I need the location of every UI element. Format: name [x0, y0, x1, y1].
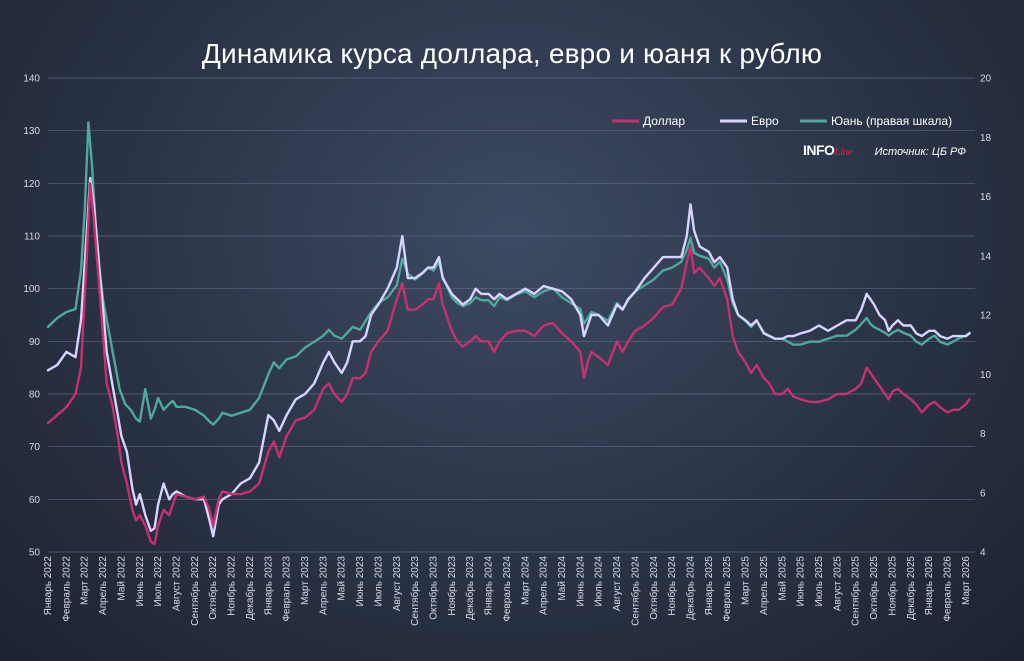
infoline-logo: INFOLine [803, 142, 853, 158]
x-tick-label: Май 2023 [337, 556, 348, 601]
y-right-tick-label: 16 [980, 192, 992, 203]
x-tick-label: Март 2023 [300, 556, 311, 605]
x-tick-label: Март 2026 [961, 556, 972, 605]
x-tick-label: Июнь 2025 [796, 556, 807, 607]
logo-script: Line [834, 146, 853, 158]
y-right-tick-label: 4 [980, 548, 986, 559]
source-note: Источник: ЦБ РФ [874, 146, 966, 158]
y-axis-right: 4 6 8 10 12 14 16 18 20 [980, 74, 992, 559]
x-tick-label: Апрель 2022 [98, 556, 109, 615]
logo-main: INFO [803, 142, 835, 158]
x-tick-label: Сентябрь 2024 [629, 556, 641, 626]
x-tick-label: Октябрь 2025 [868, 556, 880, 620]
x-axis: Январь 2022 Февраль 2022 Март 2022 Апрель 2… [43, 556, 972, 626]
x-tick-label: Апрель 2025 [759, 556, 770, 615]
y-left-tick-label: 140 [23, 74, 40, 85]
x-tick-label: Март 2025 [741, 556, 752, 605]
y-left-tick-label: 120 [23, 179, 40, 190]
y-right-tick-label: 8 [980, 429, 986, 440]
x-tick-label: Февраль 2025 [722, 556, 733, 622]
x-tick-label: Декабрь 2024 [684, 556, 696, 620]
x-tick-label: Апрель 2023 [318, 556, 329, 615]
x-tick-label: Сентябрь 2023 [409, 556, 421, 626]
y-left-tick-label: 130 [23, 126, 40, 137]
legend-label: Евро [751, 114, 779, 128]
x-tick-label: Май 2025 [777, 556, 788, 601]
y-right-tick-label: 14 [980, 251, 992, 262]
y-left-tick-label: 50 [29, 548, 41, 559]
x-tick-label: Сентябрь 2025 [850, 556, 862, 626]
x-tick-label: Сентябрь 2022 [189, 556, 201, 626]
x-tick-label: Май 2022 [116, 556, 127, 601]
x-tick-label: Ноябрь 2022 [226, 556, 238, 616]
grid-lines [48, 77, 975, 553]
x-tick-label: Декабрь 2022 [244, 556, 256, 620]
chart-title: Динамика курса доллара, евро и юаня к ру… [201, 38, 823, 69]
series-line-cny [46, 121, 971, 426]
legend: Доллар Евро Юань (правая шкала) [612, 114, 952, 128]
x-tick-label: Октябрь 2022 [207, 556, 219, 620]
x-tick-label: Июнь 2023 [355, 556, 366, 607]
y-left-tick-label: 110 [24, 232, 40, 243]
x-tick-label: Февраль 2024 [502, 556, 513, 622]
x-tick-label: Июнь 2022 [135, 556, 146, 607]
x-tick-label: Ноябрь 2025 [886, 556, 898, 616]
y-right-tick-label: 12 [980, 311, 992, 322]
x-tick-label: Февраль 2022 [61, 556, 72, 622]
x-tick-label: Октябрь 2023 [427, 556, 439, 620]
x-tick-label: Февраль 2026 [942, 556, 953, 622]
x-tick-label: Август 2025 [832, 556, 843, 612]
x-tick-label: Март 2024 [520, 556, 531, 605]
y-left-tick-label: 90 [29, 337, 41, 348]
x-tick-label: Июль 2024 [594, 556, 605, 607]
x-tick-label: Июль 2023 [373, 556, 384, 607]
x-tick-label: Март 2022 [80, 556, 91, 605]
x-tick-label: Июль 2022 [153, 556, 164, 607]
x-tick-label: Февраль 2023 [282, 556, 293, 622]
x-tick-label: Декабрь 2025 [905, 556, 917, 620]
x-tick-label: Май 2024 [557, 556, 568, 601]
y-right-tick-label: 6 [980, 488, 986, 499]
x-tick-label: Август 2023 [392, 556, 403, 612]
y-left-tick-label: 100 [23, 284, 40, 295]
x-tick-label: Июль 2025 [814, 556, 825, 607]
y-left-tick-label: 60 [29, 495, 41, 506]
x-tick-label: Декабрь 2023 [464, 556, 476, 620]
series-line-usd [46, 182, 971, 546]
x-tick-label: Январь 2023 [263, 556, 274, 616]
x-tick-label: Январь 2026 [924, 556, 935, 616]
legend-label: Доллар [643, 114, 685, 128]
y-right-tick-label: 10 [980, 370, 992, 381]
series-line-eur [46, 176, 971, 538]
legend-label: Юань (правая шкала) [831, 114, 952, 128]
series-lines [46, 121, 971, 546]
x-tick-label: Август 2024 [612, 556, 623, 612]
x-tick-label: Август 2022 [171, 556, 182, 612]
y-right-tick-label: 18 [980, 133, 992, 144]
x-tick-label: Октябрь 2024 [648, 556, 660, 620]
x-tick-label: Январь 2024 [484, 556, 495, 616]
x-tick-label: Июнь 2024 [575, 556, 586, 607]
x-tick-label: Ноябрь 2023 [446, 556, 458, 616]
x-tick-label: Апрель 2024 [539, 556, 550, 615]
y-left-tick-label: 80 [29, 390, 41, 401]
y-axis-left: 50 60 70 80 90 100 110 120 130 140 [23, 74, 40, 559]
y-left-tick-label: 70 [29, 442, 41, 453]
y-right-tick-label: 20 [980, 74, 992, 85]
x-tick-label: Ноябрь 2024 [666, 556, 678, 616]
x-tick-label: Январь 2022 [43, 556, 54, 616]
x-tick-label: Январь 2025 [704, 556, 715, 616]
